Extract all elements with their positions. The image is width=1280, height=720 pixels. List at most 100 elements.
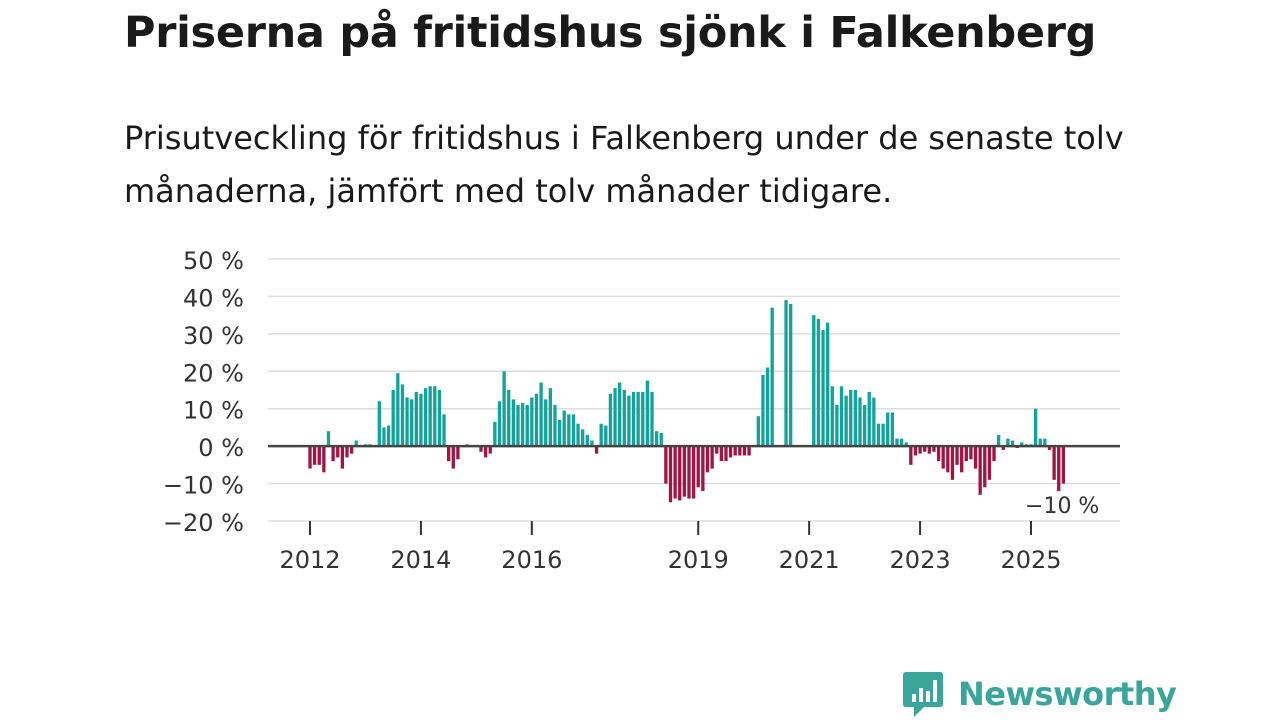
bar bbox=[1061, 446, 1066, 484]
bar bbox=[391, 390, 395, 447]
bar bbox=[613, 388, 617, 447]
bar bbox=[960, 446, 964, 473]
bar bbox=[742, 446, 747, 456]
x-tick-label: 2016 bbox=[501, 546, 562, 574]
bar bbox=[507, 390, 511, 447]
bar bbox=[377, 401, 381, 447]
bar bbox=[835, 404, 839, 447]
bar bbox=[659, 433, 663, 447]
bar bbox=[340, 446, 345, 469]
bar bbox=[608, 393, 613, 447]
bar bbox=[738, 446, 742, 456]
bar bbox=[317, 446, 321, 465]
chart-title: Priserna på fritidshus sjönk i Falkenber… bbox=[124, 8, 1097, 58]
bar bbox=[909, 446, 913, 465]
bar bbox=[312, 446, 317, 465]
axes bbox=[268, 444, 1120, 535]
y-tick-label: 10 % bbox=[183, 397, 244, 425]
bar bbox=[405, 397, 409, 447]
bar bbox=[396, 373, 400, 447]
bar bbox=[433, 386, 437, 447]
bar bbox=[747, 446, 751, 456]
bar bbox=[728, 446, 733, 458]
bar bbox=[936, 446, 941, 462]
bar bbox=[964, 446, 968, 462]
bar bbox=[844, 395, 848, 447]
bar bbox=[913, 446, 918, 456]
bar bbox=[641, 391, 645, 447]
bar bbox=[331, 446, 335, 462]
bar bbox=[520, 403, 525, 447]
bar bbox=[488, 446, 492, 454]
bar bbox=[895, 438, 899, 447]
y-tick-label: 30 % bbox=[183, 322, 244, 350]
bar bbox=[992, 446, 996, 462]
y-tick-label: 50 % bbox=[183, 247, 244, 275]
bar bbox=[969, 446, 973, 460]
bar bbox=[825, 322, 830, 447]
bar bbox=[812, 315, 816, 447]
bar bbox=[756, 416, 760, 447]
bar bbox=[349, 446, 354, 454]
bar bbox=[761, 375, 765, 447]
bar bbox=[955, 446, 959, 465]
bar bbox=[511, 399, 516, 447]
bar bbox=[571, 414, 576, 447]
bar bbox=[1057, 446, 1061, 492]
bar bbox=[886, 412, 890, 447]
bar bbox=[978, 446, 982, 495]
bar bbox=[876, 423, 881, 447]
newsworthy-chart-icon bbox=[903, 672, 943, 717]
bar bbox=[590, 440, 594, 447]
bar bbox=[336, 446, 340, 458]
bar bbox=[1010, 440, 1015, 447]
bar bbox=[830, 386, 834, 447]
bar bbox=[733, 446, 737, 456]
bar bbox=[862, 404, 867, 447]
bar bbox=[816, 318, 821, 447]
last-value-label: −10 % bbox=[1025, 494, 1099, 519]
bar bbox=[442, 414, 446, 447]
bar bbox=[599, 423, 603, 447]
bar bbox=[973, 446, 978, 469]
bar bbox=[770, 307, 774, 447]
bar bbox=[853, 390, 858, 447]
gridlines bbox=[268, 258, 1120, 522]
x-tick-label: 2012 bbox=[279, 546, 340, 574]
bar bbox=[627, 395, 631, 447]
bar bbox=[636, 391, 640, 447]
bar bbox=[682, 446, 687, 497]
bar bbox=[604, 425, 608, 447]
bar bbox=[497, 401, 502, 447]
bar bbox=[553, 404, 557, 447]
bar bbox=[525, 404, 529, 447]
bar bbox=[400, 384, 405, 447]
x-tick-label: 2023 bbox=[890, 546, 951, 574]
bar bbox=[423, 388, 428, 447]
bar bbox=[719, 446, 724, 462]
bar bbox=[354, 440, 358, 447]
bar bbox=[451, 446, 455, 469]
bar bbox=[516, 404, 520, 447]
bar bbox=[544, 399, 548, 447]
bar bbox=[562, 410, 566, 447]
bar bbox=[631, 391, 636, 447]
bar bbox=[918, 446, 922, 454]
bar bbox=[710, 446, 714, 469]
bar bbox=[428, 386, 432, 447]
bar bbox=[784, 300, 788, 447]
bar bbox=[687, 446, 691, 499]
bar bbox=[576, 423, 580, 447]
bar bbox=[701, 446, 705, 492]
bar bbox=[534, 393, 539, 447]
bar bbox=[983, 446, 987, 488]
bar bbox=[548, 388, 552, 447]
bar bbox=[1020, 442, 1024, 447]
brand-name: Newsworthy bbox=[958, 675, 1177, 713]
y-tick-label: 0 % bbox=[198, 434, 244, 462]
bar bbox=[1033, 408, 1038, 447]
bar bbox=[950, 446, 955, 480]
bar bbox=[664, 446, 668, 484]
bar bbox=[326, 431, 331, 447]
bar bbox=[410, 399, 414, 447]
